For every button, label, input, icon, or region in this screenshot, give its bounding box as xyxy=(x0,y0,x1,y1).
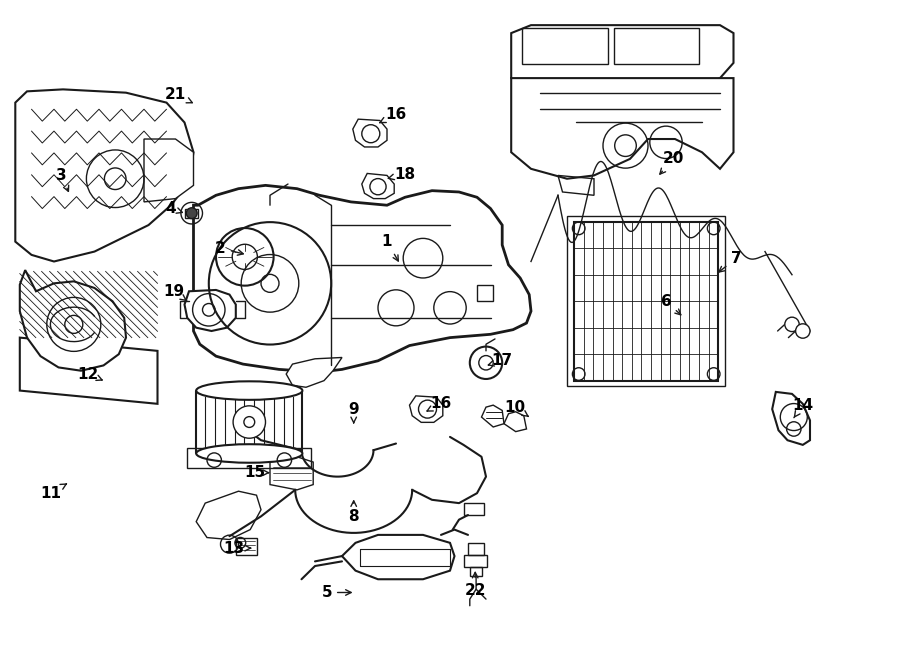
Polygon shape xyxy=(410,396,443,422)
Text: 3: 3 xyxy=(56,168,68,191)
Text: 8: 8 xyxy=(348,501,359,524)
Bar xyxy=(567,216,725,386)
Text: 15: 15 xyxy=(244,465,269,480)
Circle shape xyxy=(785,317,799,332)
Bar xyxy=(464,503,484,515)
Polygon shape xyxy=(511,25,734,86)
Text: 9: 9 xyxy=(348,402,359,423)
Text: 20: 20 xyxy=(660,152,684,174)
Circle shape xyxy=(233,406,266,438)
Polygon shape xyxy=(194,185,531,372)
Text: 4: 4 xyxy=(166,201,183,216)
Text: 10: 10 xyxy=(504,400,528,416)
Ellipse shape xyxy=(196,444,302,463)
Ellipse shape xyxy=(196,381,302,400)
Text: 11: 11 xyxy=(40,484,67,500)
Polygon shape xyxy=(342,535,454,579)
Polygon shape xyxy=(511,78,734,179)
Polygon shape xyxy=(270,457,313,490)
Text: 17: 17 xyxy=(488,354,513,368)
Text: 1: 1 xyxy=(382,234,399,261)
Polygon shape xyxy=(20,270,126,371)
Polygon shape xyxy=(353,119,387,147)
Text: 5: 5 xyxy=(321,585,351,600)
Polygon shape xyxy=(15,89,194,261)
Polygon shape xyxy=(286,357,342,387)
Text: 14: 14 xyxy=(792,398,814,418)
Polygon shape xyxy=(196,491,261,540)
Text: 13: 13 xyxy=(223,541,251,555)
Circle shape xyxy=(796,324,810,338)
Text: 18: 18 xyxy=(388,167,416,181)
Text: 16: 16 xyxy=(380,107,407,122)
Polygon shape xyxy=(504,412,526,432)
Polygon shape xyxy=(144,139,194,202)
Text: 22: 22 xyxy=(464,573,486,598)
Text: 21: 21 xyxy=(165,87,193,103)
Polygon shape xyxy=(20,338,158,404)
Circle shape xyxy=(186,208,197,218)
Bar xyxy=(574,222,718,381)
Text: 19: 19 xyxy=(163,284,187,301)
Polygon shape xyxy=(362,173,394,199)
Polygon shape xyxy=(482,405,504,427)
Text: 12: 12 xyxy=(77,367,103,381)
Bar xyxy=(468,543,484,555)
Bar xyxy=(614,28,699,64)
Bar xyxy=(464,555,487,567)
Text: 2: 2 xyxy=(215,241,243,256)
Text: 6: 6 xyxy=(661,294,680,315)
Polygon shape xyxy=(184,290,236,331)
Polygon shape xyxy=(772,392,810,445)
Text: 7: 7 xyxy=(719,251,742,272)
Bar xyxy=(522,28,608,64)
Text: 16: 16 xyxy=(427,397,452,411)
